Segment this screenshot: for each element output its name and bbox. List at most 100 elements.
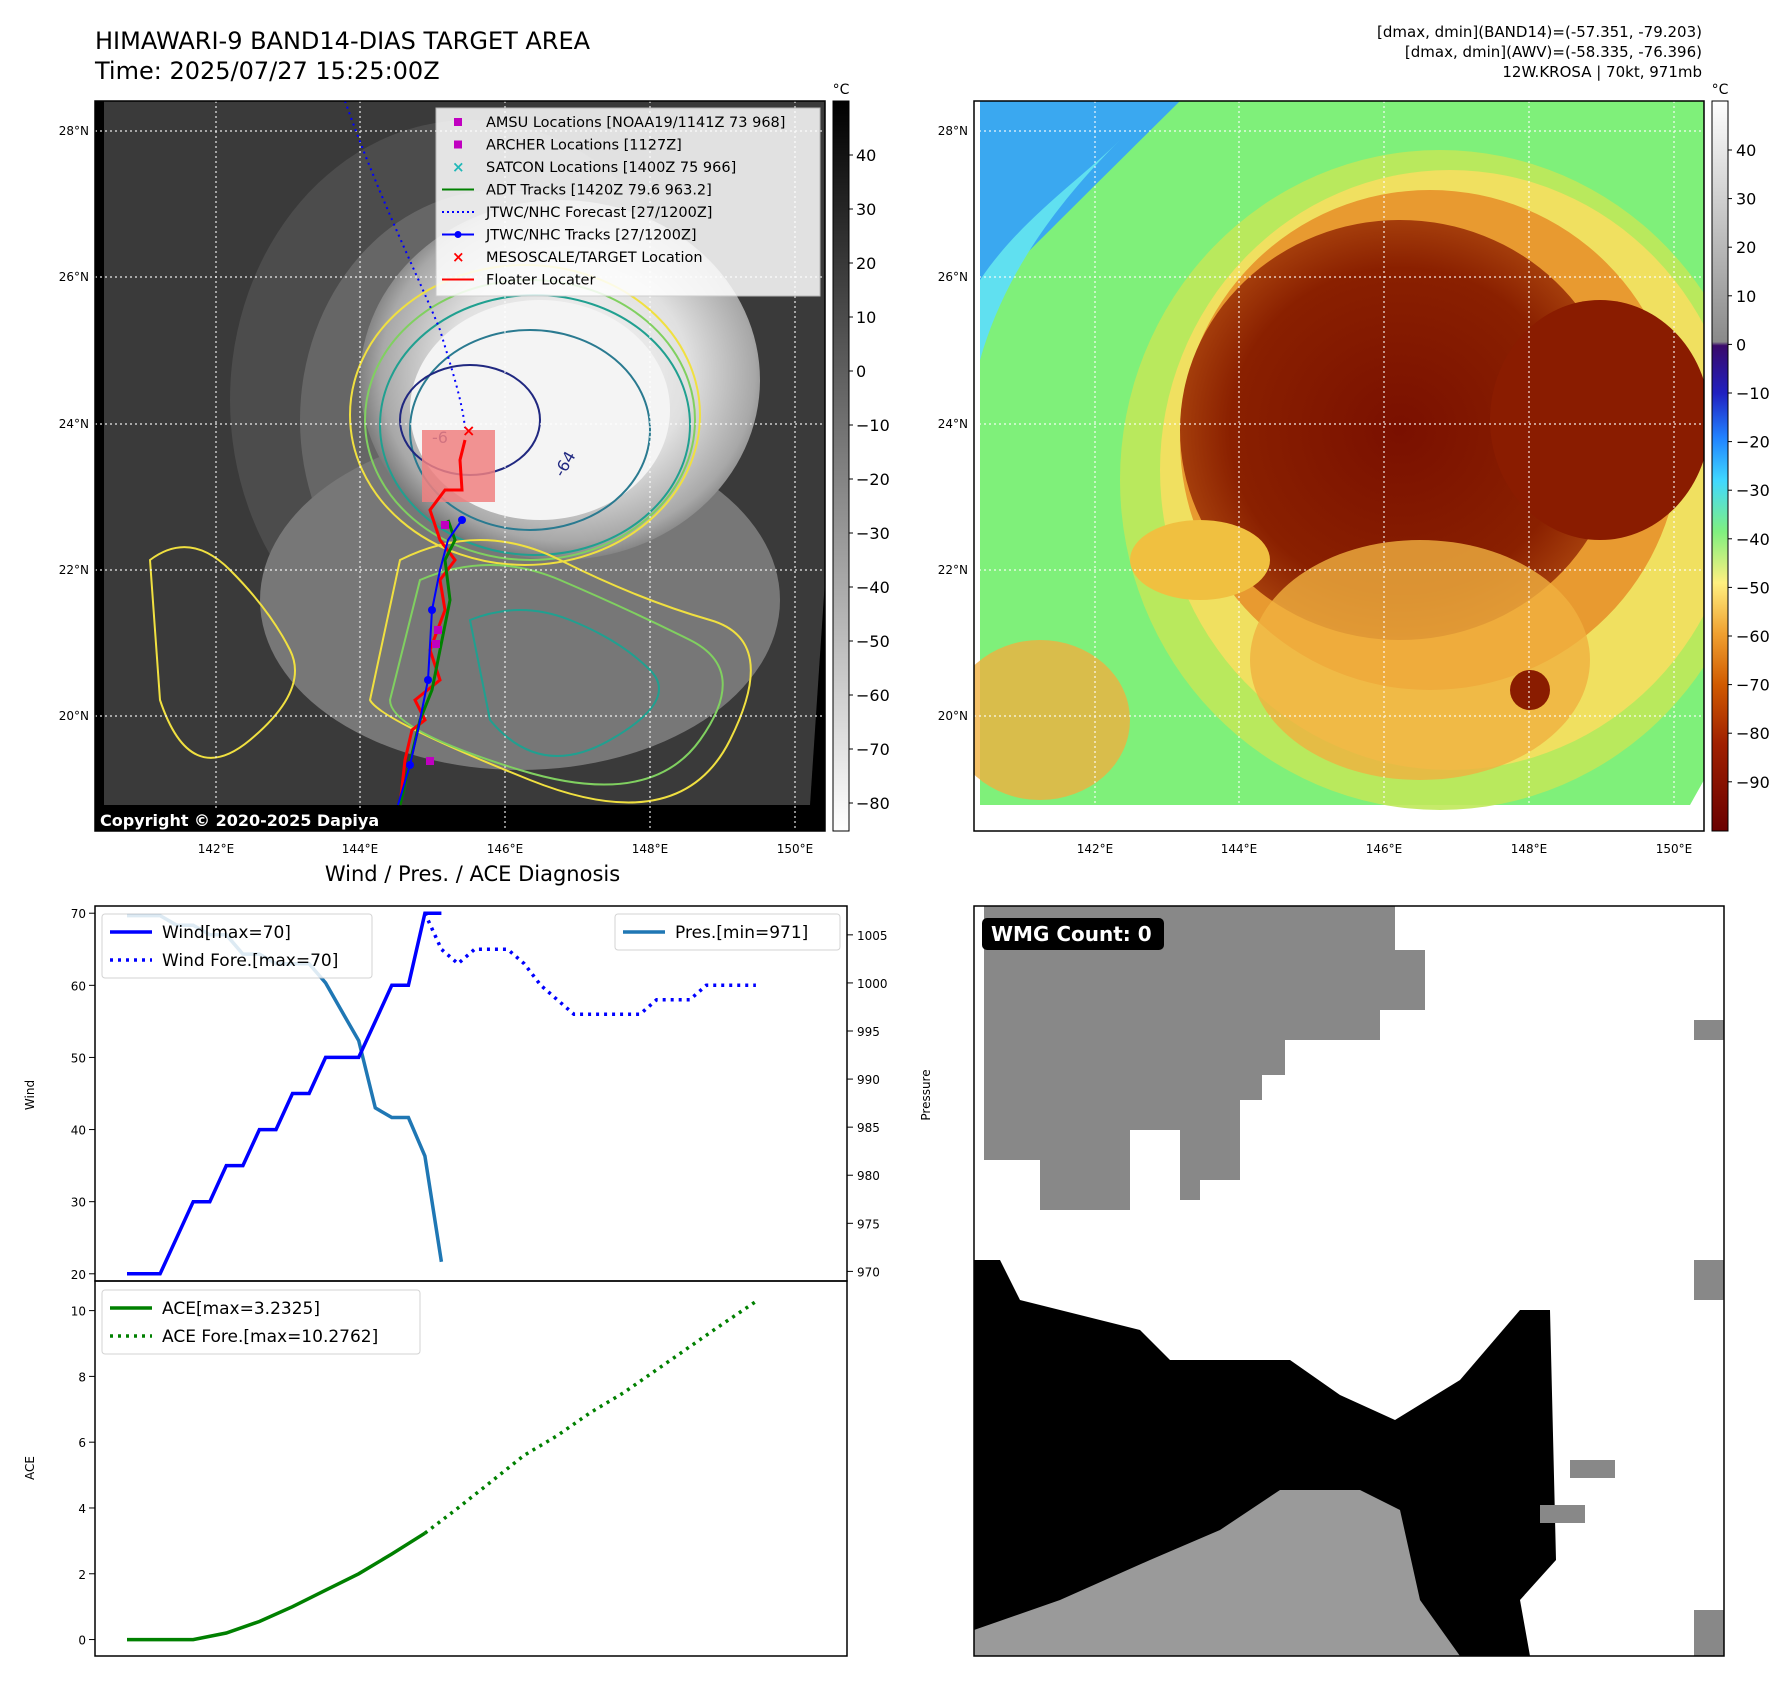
title-line-2: Time: 2025/07/27 15:25:00Z [95,57,440,85]
lon-tick-label: 148°E [632,842,669,856]
ace-tick-label: 6 [78,1436,86,1450]
chart-legend: ACE[max=3.2325] ACE Fore.[max=10.2762] [101,1289,421,1355]
chart-legend-label: ACE[max=3.2325] [162,1299,320,1319]
colorbar-awv-tick: −70 [1736,676,1770,695]
chart-legend: Pres.[min=971] [614,913,841,951]
map-legend-item: × SATCON Locations [1400Z 75 966] [452,158,736,176]
lon-tick-label: 144°E [1221,842,1258,856]
svg-text:×: × [452,248,465,266]
wind-tick-label: 30 [71,1196,86,1210]
colorbar-ir-tick: −30 [856,524,890,543]
svg-text:JTWC/NHC Forecast [27/1200Z]: JTWC/NHC Forecast [27/1200Z] [485,205,712,221]
colorbar-ir-tick: −10 [856,416,890,435]
lon-tick-label: 150°E [777,842,814,856]
colorbar-awv-tick: 10 [1736,287,1756,306]
pressure-tick-label: 985 [857,1121,880,1135]
colorbar-ir-tick: 40 [856,146,876,165]
title-line-1: HIMAWARI-9 BAND14-DIAS TARGET AREA [95,27,591,55]
colorbar-awv-tick: −40 [1736,530,1770,549]
wind-tick-label: 60 [71,979,86,993]
storm-info: [dmax, dmin](BAND14)=(-57.351, -79.203) … [1377,22,1702,82]
map-legend [435,107,821,297]
colorbar-ir-tick: 0 [856,362,866,381]
ace-tick-label: 10 [71,1305,86,1319]
colorbar-ir-tick: −50 [856,632,890,651]
map-legend-item: ARCHER Locations [1127Z] [454,138,682,154]
colorbar-awv-tick: 40 [1736,141,1756,160]
svg-text:×: × [452,158,465,176]
colorbar-awv-tick: −90 [1736,773,1770,792]
lat-tick-label: 26°N [938,270,968,284]
info-line-3: 12W.KROSA | 70kt, 971mb [1502,63,1702,81]
mesoscale-target-marker: × [462,421,475,440]
colorbar-ir-tick: −20 [856,470,890,489]
svg-text:AMSU Locations [NOAA19/1141Z 7: AMSU Locations [NOAA19/1141Z 73 968] [486,115,785,131]
lat-tick-label: 24°N [59,417,89,431]
wind-tick-label: 20 [71,1268,86,1282]
map-legend-item: AMSU Locations [NOAA19/1141Z 73 968] [454,115,785,131]
colorbar-awv-tick: 20 [1736,238,1756,257]
wind-tick-label: 40 [71,1124,86,1138]
ace-line [127,1531,426,1642]
lat-tick-label: 28°N [59,124,89,138]
colorbar-awv-tick: 30 [1736,190,1756,209]
pressure-tick-label: 970 [857,1265,880,1279]
diagnosis-title: Wind / Pres. / ACE Diagnosis [324,862,621,886]
jtwc-track [397,519,463,806]
svg-text:SATCON Locations [1400Z 75 966: SATCON Locations [1400Z 75 966] [486,160,736,176]
pressure-axis-label: Pressure [919,1069,933,1120]
map-legend-item: JTWC/NHC Tracks [27/1200Z] [442,228,697,244]
colorbar-awv-tick: −60 [1736,627,1770,646]
pressure-tick-label: 975 [857,1217,880,1231]
colorbar-ir-tick: 10 [856,308,876,327]
lon-tick-label: 146°E [487,842,524,856]
lat-tick-label: 20°N [59,709,89,723]
pressure-tick-label: 1005 [857,929,888,943]
map-legend-entries: AMSU Locations [NOAA19/1141Z 73 968] ARCH… [442,115,785,289]
lat-tick-label: 24°N [938,417,968,431]
ace-tick-label: 8 [78,1370,86,1384]
pressure-tick-label: 990 [857,1073,880,1087]
ace-forecast-line [423,1300,757,1535]
svg-text:ARCHER Locations [1127Z]: ARCHER Locations [1127Z] [486,138,682,154]
figure-title: HIMAWARI-9 BAND14-DIAS TARGET AREA Time:… [95,26,590,86]
chart-legend: Wind[max=70] Wind Fore.[max=70] [101,913,373,979]
colorbar-awv-tick: −80 [1736,724,1770,743]
jtwc-forecast-track [344,101,466,429]
chart-legend-label: Pres.[min=971] [675,923,808,943]
colorbar-awv [1711,100,1729,832]
copyright-label: Copyright © 2020-2025 Dapiya [100,811,379,830]
colorbar-ir-tick: −80 [856,794,890,813]
lon-tick-label: 144°E [342,842,379,856]
wmg-panel: WMG Count: 0 [973,905,1725,1657]
map-legend-item: JTWC/NHC Forecast [27/1200Z] [442,205,712,221]
colorbar-ir-tick: −40 [856,578,890,597]
colorbar-awv-tick: −10 [1736,384,1770,403]
amsu-archer-markers [426,521,449,765]
lon-tick-label: 150°E [1656,842,1693,856]
ir-map-panel: -64 -6 × Copyright © 2020-2025 Dapiy [95,101,825,831]
colorbar-ir-tick: 30 [856,200,876,219]
map-legend-item: Floater Locater [442,273,595,289]
info-line-1: [dmax, dmin](BAND14)=(-57.351, -79.203) [1377,23,1702,41]
map-legend-item: ADT Tracks [1420Z 79.6 963.2] [442,183,712,199]
info-line-2: [dmax, dmin](AWV)=(-58.335, -76.396) [1404,43,1702,61]
wind-tick-label: 70 [71,907,86,921]
pressure-tick-label: 995 [857,1025,880,1039]
colorbar-ir [832,100,850,832]
colorbar-awv-tick: −20 [1736,433,1770,452]
colorbar-awv-unit: °C [1712,82,1729,98]
ace-tick-label: 4 [78,1502,86,1516]
wind-line [127,911,442,1276]
lon-tick-label: 142°E [1077,842,1114,856]
colorbar-ir-tick: 20 [856,254,876,273]
chart-legend-label: Wind Fore.[max=70] [162,951,338,971]
ace-axes [94,1280,848,1657]
wmg-black-region [974,1260,1556,1656]
svg-text:ADT Tracks [1420Z 79.6 963.2]: ADT Tracks [1420Z 79.6 963.2] [486,183,712,199]
wind-tick-label: 50 [71,1051,86,1065]
awv-map-panel [974,101,1704,831]
wmg-gray-region [984,906,1425,1210]
